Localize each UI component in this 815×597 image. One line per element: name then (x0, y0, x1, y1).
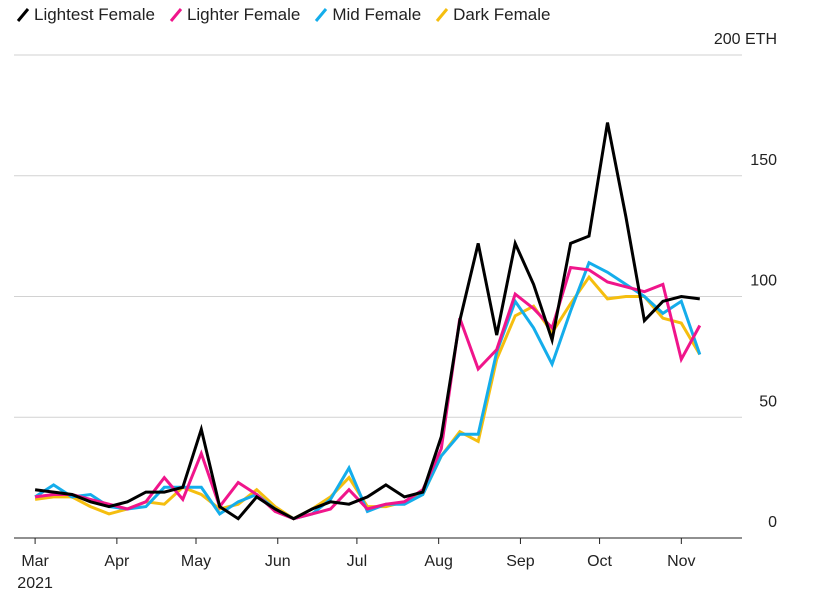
x-tick-label: Sep (506, 553, 535, 570)
y-tick-label: 200 ETH (714, 31, 777, 48)
y-tick-label: 50 (759, 393, 777, 410)
chart-legend: Lightest Female Lighter Female Mid Female D… (16, 4, 550, 26)
legend-swatch-icon (315, 8, 328, 22)
series-line-dark-female (34, 274, 702, 521)
x-tick-label: Mar (21, 553, 49, 570)
x-tick-label: Nov (667, 553, 695, 570)
series-lines (34, 122, 702, 521)
gridlines (14, 54, 742, 418)
y-tick-label: 150 (750, 152, 777, 169)
legend-item-lighter-female: Lighter Female (169, 5, 300, 25)
legend-item-lightest-female: Lightest Female (16, 5, 155, 25)
series-line-mid-female (34, 260, 702, 521)
x-axis: Mar 2021 Apr May Jun Jul Aug Sep Oct Nov (14, 537, 742, 592)
legend-swatch-icon (16, 8, 30, 22)
x-tick-label: Apr (104, 553, 130, 570)
x-tick-label: Aug (424, 553, 452, 570)
legend-label: Lighter Female (186, 5, 301, 24)
legend-swatch-icon (436, 8, 449, 22)
y-tick-label: 100 (750, 273, 777, 290)
x-tick-label: Oct (587, 553, 612, 570)
legend-item-mid-female: Mid Female (314, 5, 421, 25)
x-tick-sublabel: 2021 (17, 575, 53, 592)
legend-label: Mid Female (332, 5, 422, 24)
legend-label: Dark Female (453, 5, 551, 24)
x-tick-label: Jul (347, 553, 367, 570)
x-tick-label: May (181, 553, 211, 570)
series-line-lightest-female (34, 122, 700, 521)
legend-label: Lightest Female (34, 5, 155, 24)
legend-swatch-icon (169, 8, 183, 22)
y-axis-labels: 0 50 100 150 200 ETH (714, 31, 777, 531)
series-line-lighter-female (34, 265, 702, 521)
x-tick-label: Jun (265, 553, 291, 570)
legend-item-dark-female: Dark Female (435, 5, 550, 25)
y-tick-label: 0 (768, 514, 777, 531)
